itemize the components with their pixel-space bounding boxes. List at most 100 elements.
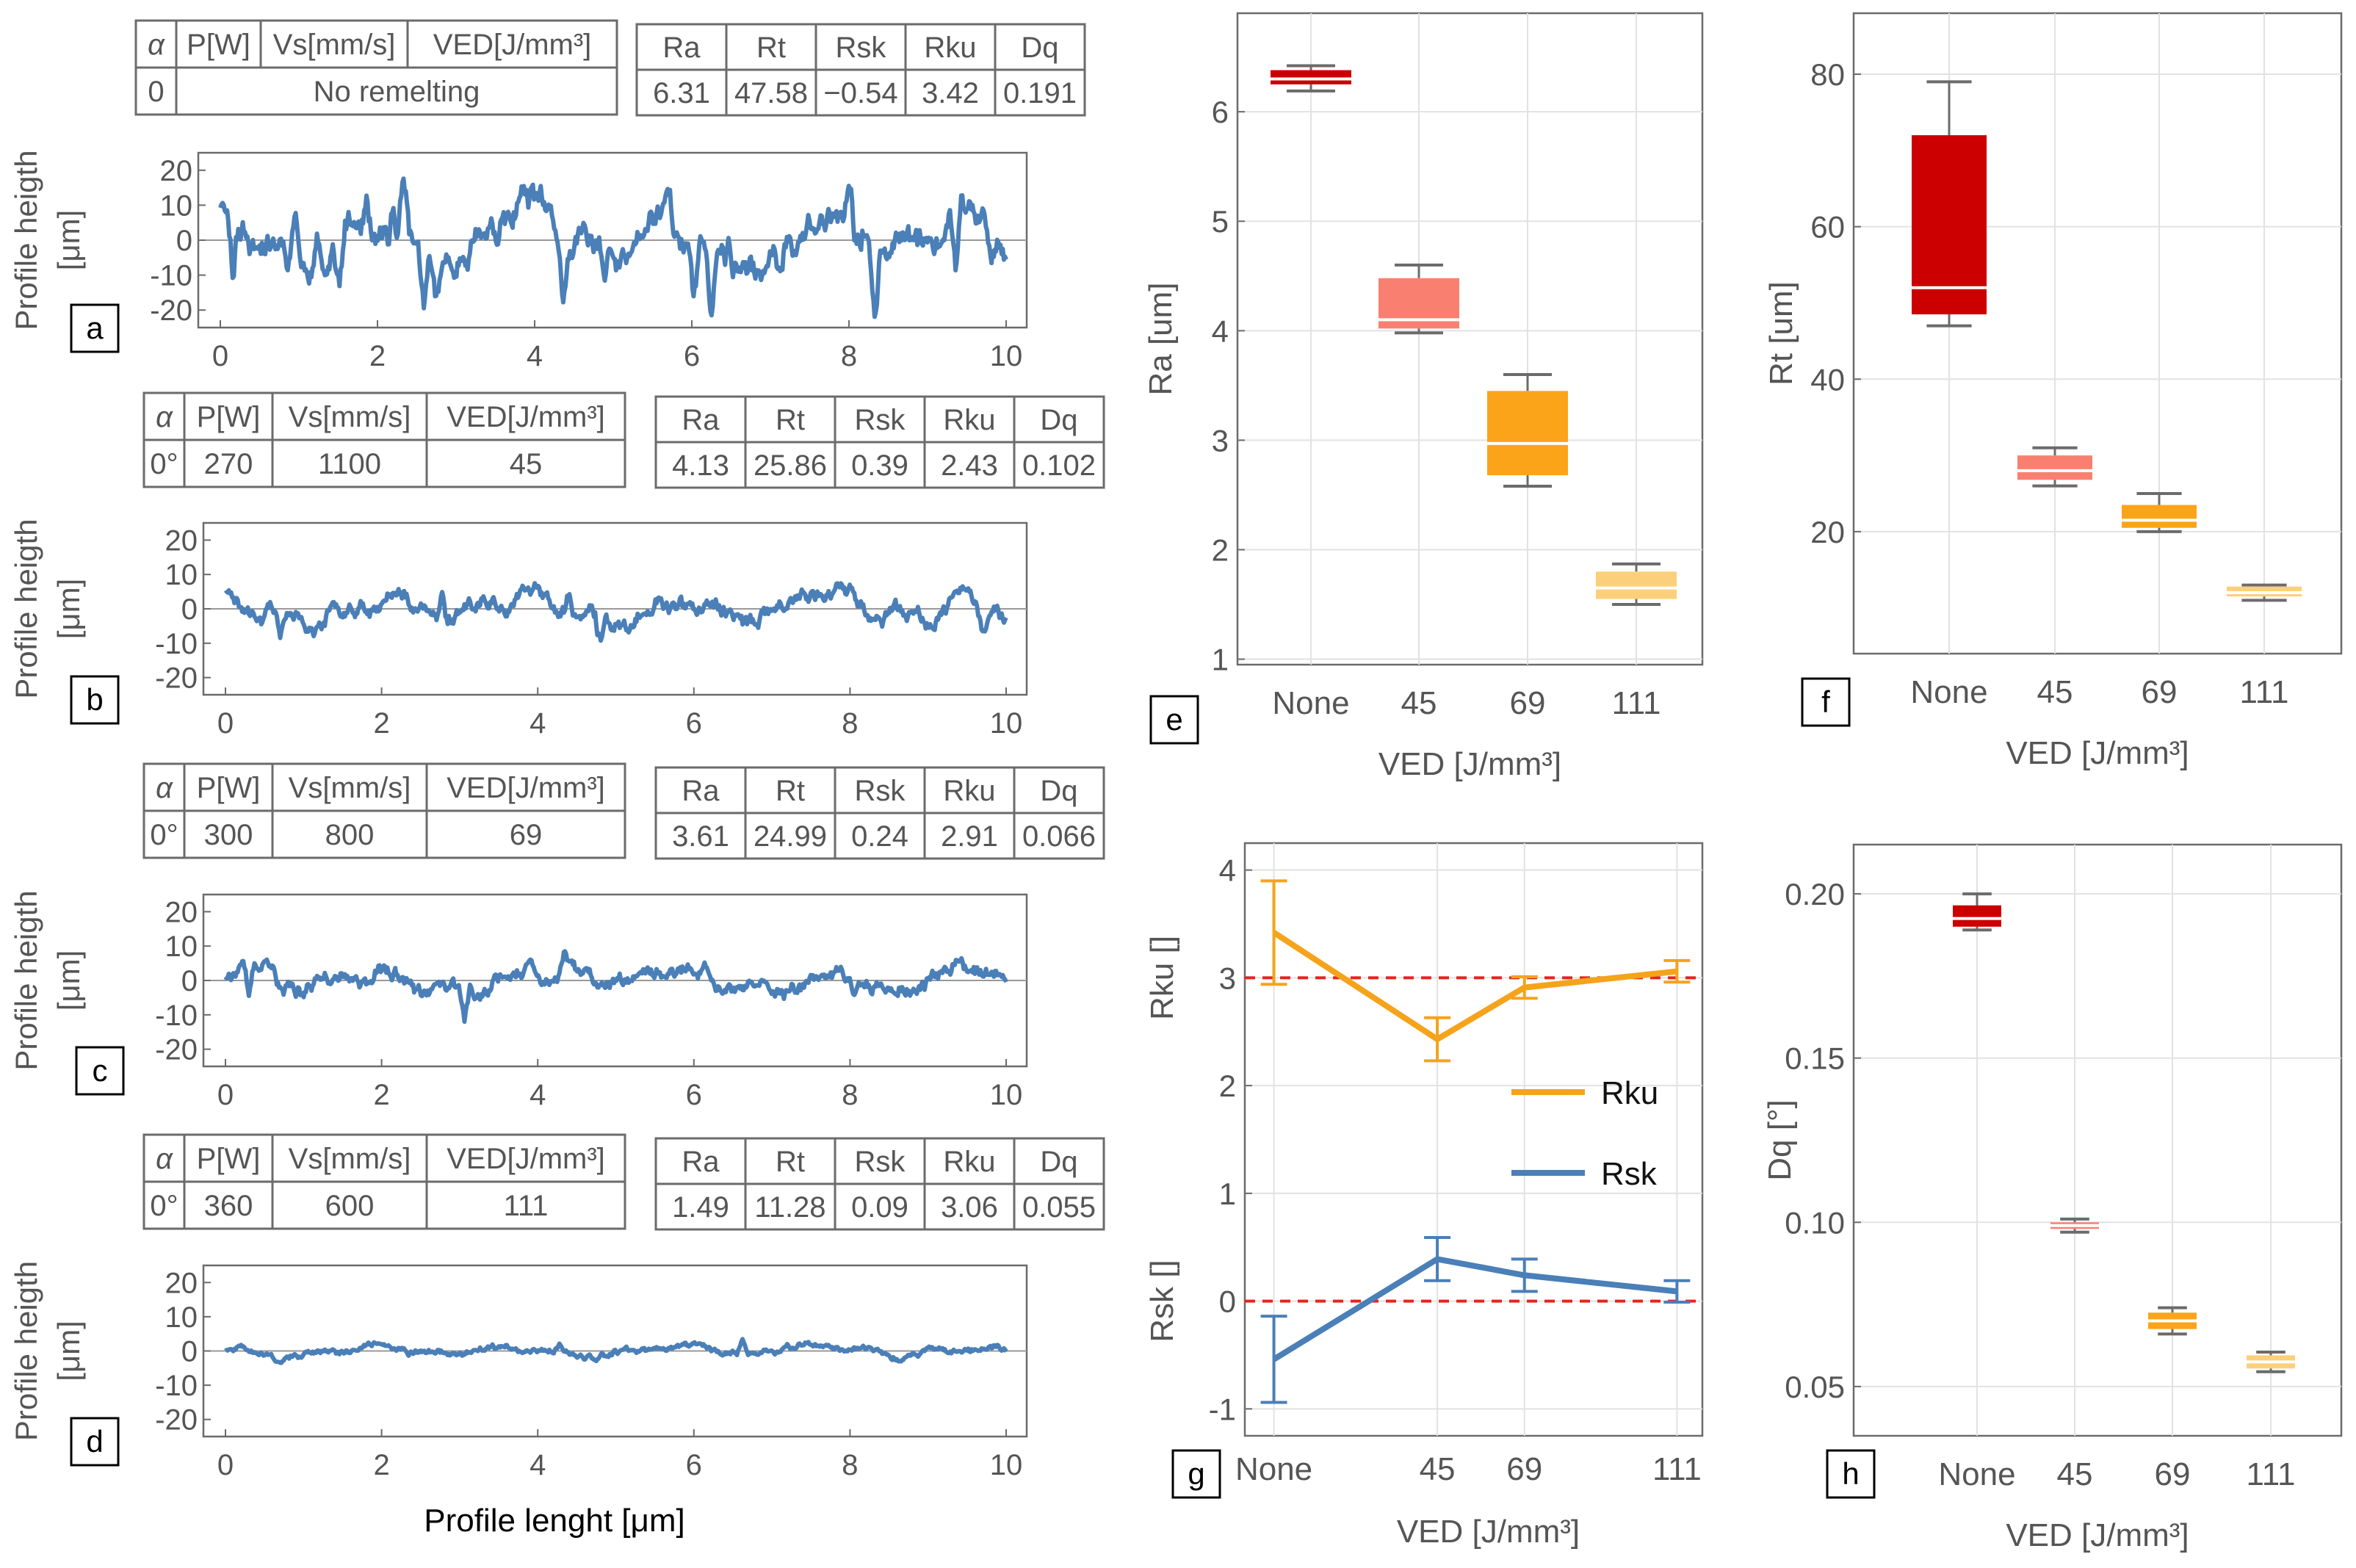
metric-value-cell: 25.86	[754, 449, 827, 482]
y-tick-label: -10	[150, 260, 192, 292]
param-value-cell: 0°	[150, 1190, 178, 1222]
param-header-cell: VED[J/mm³]	[447, 401, 605, 433]
x-tick-label: 2	[373, 1449, 389, 1481]
box-body	[1271, 70, 1351, 84]
panel-label-box	[70, 675, 120, 725]
box-45	[2017, 446, 2092, 488]
x-tick-label: 0	[212, 340, 228, 372]
panel-label: a	[86, 311, 104, 345]
profile-ylabel-line1: Profile heigth	[9, 1261, 43, 1441]
x-tick-label: 10	[990, 340, 1023, 372]
param-header-cell: P[W]	[197, 401, 261, 433]
panel-label: g	[1188, 1456, 1204, 1491]
plot-frame	[1852, 12, 2343, 655]
x-tick-label: None	[1272, 685, 1349, 721]
x-tick-label: 8	[842, 707, 858, 740]
metric-value-cell: 0.102	[1022, 449, 1096, 482]
y-tick-label: 40	[1810, 362, 1845, 397]
param-table-d: α P[W] Vs[mm/s] VED[J/mm³] 0° 360 600 111	[142, 1133, 626, 1230]
metric-value-cell: 0.055	[1022, 1191, 1096, 1224]
boxplot-h: 0.05 0.10 0.15 0.20 None 45 69 111 Dq [°] VED [J/…	[1762, 843, 2343, 1553]
y-tick-label: 0	[176, 225, 192, 257]
x-tick-label: 69	[2155, 1456, 2191, 1492]
x-tick-label: 45	[2057, 1456, 2093, 1492]
y-axis-label: Dq [°]	[1762, 1099, 1798, 1181]
y-tick-label: 10	[165, 931, 198, 963]
param-header-cell: P[W]	[187, 29, 250, 61]
y-tick-label: 5	[1212, 204, 1229, 239]
profile-ylabel: Profile heigth [μm]	[9, 150, 86, 330]
metric-value-cell: 3.42	[922, 77, 979, 109]
param-table-a: α P[W] Vs[mm/s] VED[J/mm³] 0 No remelting	[134, 19, 618, 116]
x-tick-label: 8	[842, 1079, 858, 1111]
box-111	[2227, 583, 2302, 602]
param-table-c: α P[W] Vs[mm/s] VED[J/mm³] 0° 300 800 69	[142, 762, 626, 859]
x-axis-label: VED [J/mm³]	[1378, 746, 1561, 782]
metric-value-cell: 0.191	[1003, 77, 1077, 109]
metric-table-c: Ra 3.61 Rt 24.99 Rsk 0.24 Rku 2.91 Dq 0.066	[654, 766, 1105, 860]
x-tick-label: 10	[990, 1079, 1023, 1111]
box-69	[2122, 492, 2197, 533]
panel-label-box	[70, 303, 120, 353]
x-tick-label: 111	[2240, 674, 2289, 710]
x-tick-label: 2	[373, 707, 389, 740]
panel-label-box	[1826, 1449, 1876, 1499]
y-tick-label: 10	[165, 559, 198, 591]
param-header-cell: Vs[mm/s]	[273, 29, 396, 61]
profile-series-line	[223, 949, 1008, 1025]
y-tick-label: 4	[1212, 314, 1229, 348]
y-axis-label-bottom: Rsk []	[1144, 1260, 1180, 1342]
y-tick-label: 0	[1219, 1285, 1236, 1319]
x-tick-label: 111	[2247, 1456, 2296, 1492]
line-chart-g: -1 0 1 2 3 4 None 45 69 111 Rku Rsk Rku [] Rsk [] VED …	[1144, 842, 1704, 1550]
y-tick-label: 80	[1810, 57, 1845, 92]
param-header-cell: α	[156, 401, 173, 433]
profile-series-line	[218, 176, 1008, 319]
y-tick-label: 0	[181, 1336, 198, 1368]
x-axis-label: VED [J/mm³]	[2006, 735, 2189, 771]
x-tick-label: 0	[217, 1449, 234, 1481]
plot-frame	[1243, 842, 1704, 1437]
y-tick-label: -20	[155, 1404, 198, 1437]
y-tick-label: 1	[1219, 1177, 1236, 1211]
profile-ylabel-line2: [μm]	[51, 210, 86, 271]
x-tick-label: 8	[842, 1449, 858, 1481]
box-body	[1912, 135, 1987, 315]
x-tick-label: 6	[686, 707, 702, 740]
metric-header-cell: Rku	[924, 32, 976, 64]
metric-value-cell: 0.066	[1022, 820, 1096, 853]
y-axis-label: Ra [um]	[1143, 282, 1179, 395]
metric-header-cell: Rku	[943, 1146, 995, 1178]
y-tick-label: 3	[1212, 423, 1229, 458]
metric-header-cell: Rt	[776, 775, 805, 807]
y-tick-label: 2	[1219, 1069, 1236, 1103]
profile-ylabel: Profile heigth [μm]	[9, 890, 86, 1070]
series-Rku: Rku	[1260, 879, 1691, 1111]
x-tick-label: 4	[527, 340, 543, 372]
y-tick-label: 0.15	[1785, 1041, 1845, 1076]
box-body	[2122, 505, 2197, 528]
x-tick-label: 45	[2037, 674, 2073, 710]
y-tick-label: -1	[1209, 1392, 1236, 1426]
y-tick-label: 0	[181, 593, 198, 626]
metric-header-cell: Ra	[682, 775, 720, 807]
y-tick-label: -10	[155, 1000, 198, 1032]
metric-value-cell: 0.09	[851, 1191, 908, 1224]
profile-ylabel-line1: Profile heigth	[9, 890, 43, 1070]
y-tick-label: 6	[1212, 95, 1229, 129]
x-tick-label: 6	[684, 340, 700, 372]
profile-ylabel-line1: Profile heigth	[9, 150, 43, 330]
y-tick-label: -20	[155, 1034, 198, 1066]
metric-value-cell: 2.91	[941, 820, 998, 853]
x-tick-label: 4	[530, 707, 546, 740]
param-header-cell: Vs[mm/s]	[289, 1143, 411, 1175]
param-value-cell: 360	[204, 1190, 253, 1222]
param-header-cell: VED[J/mm³]	[447, 1143, 605, 1175]
param-header-cell: VED[J/mm³]	[447, 772, 605, 804]
metric-value-cell: 3.06	[941, 1191, 998, 1224]
box-body	[1953, 905, 2001, 927]
